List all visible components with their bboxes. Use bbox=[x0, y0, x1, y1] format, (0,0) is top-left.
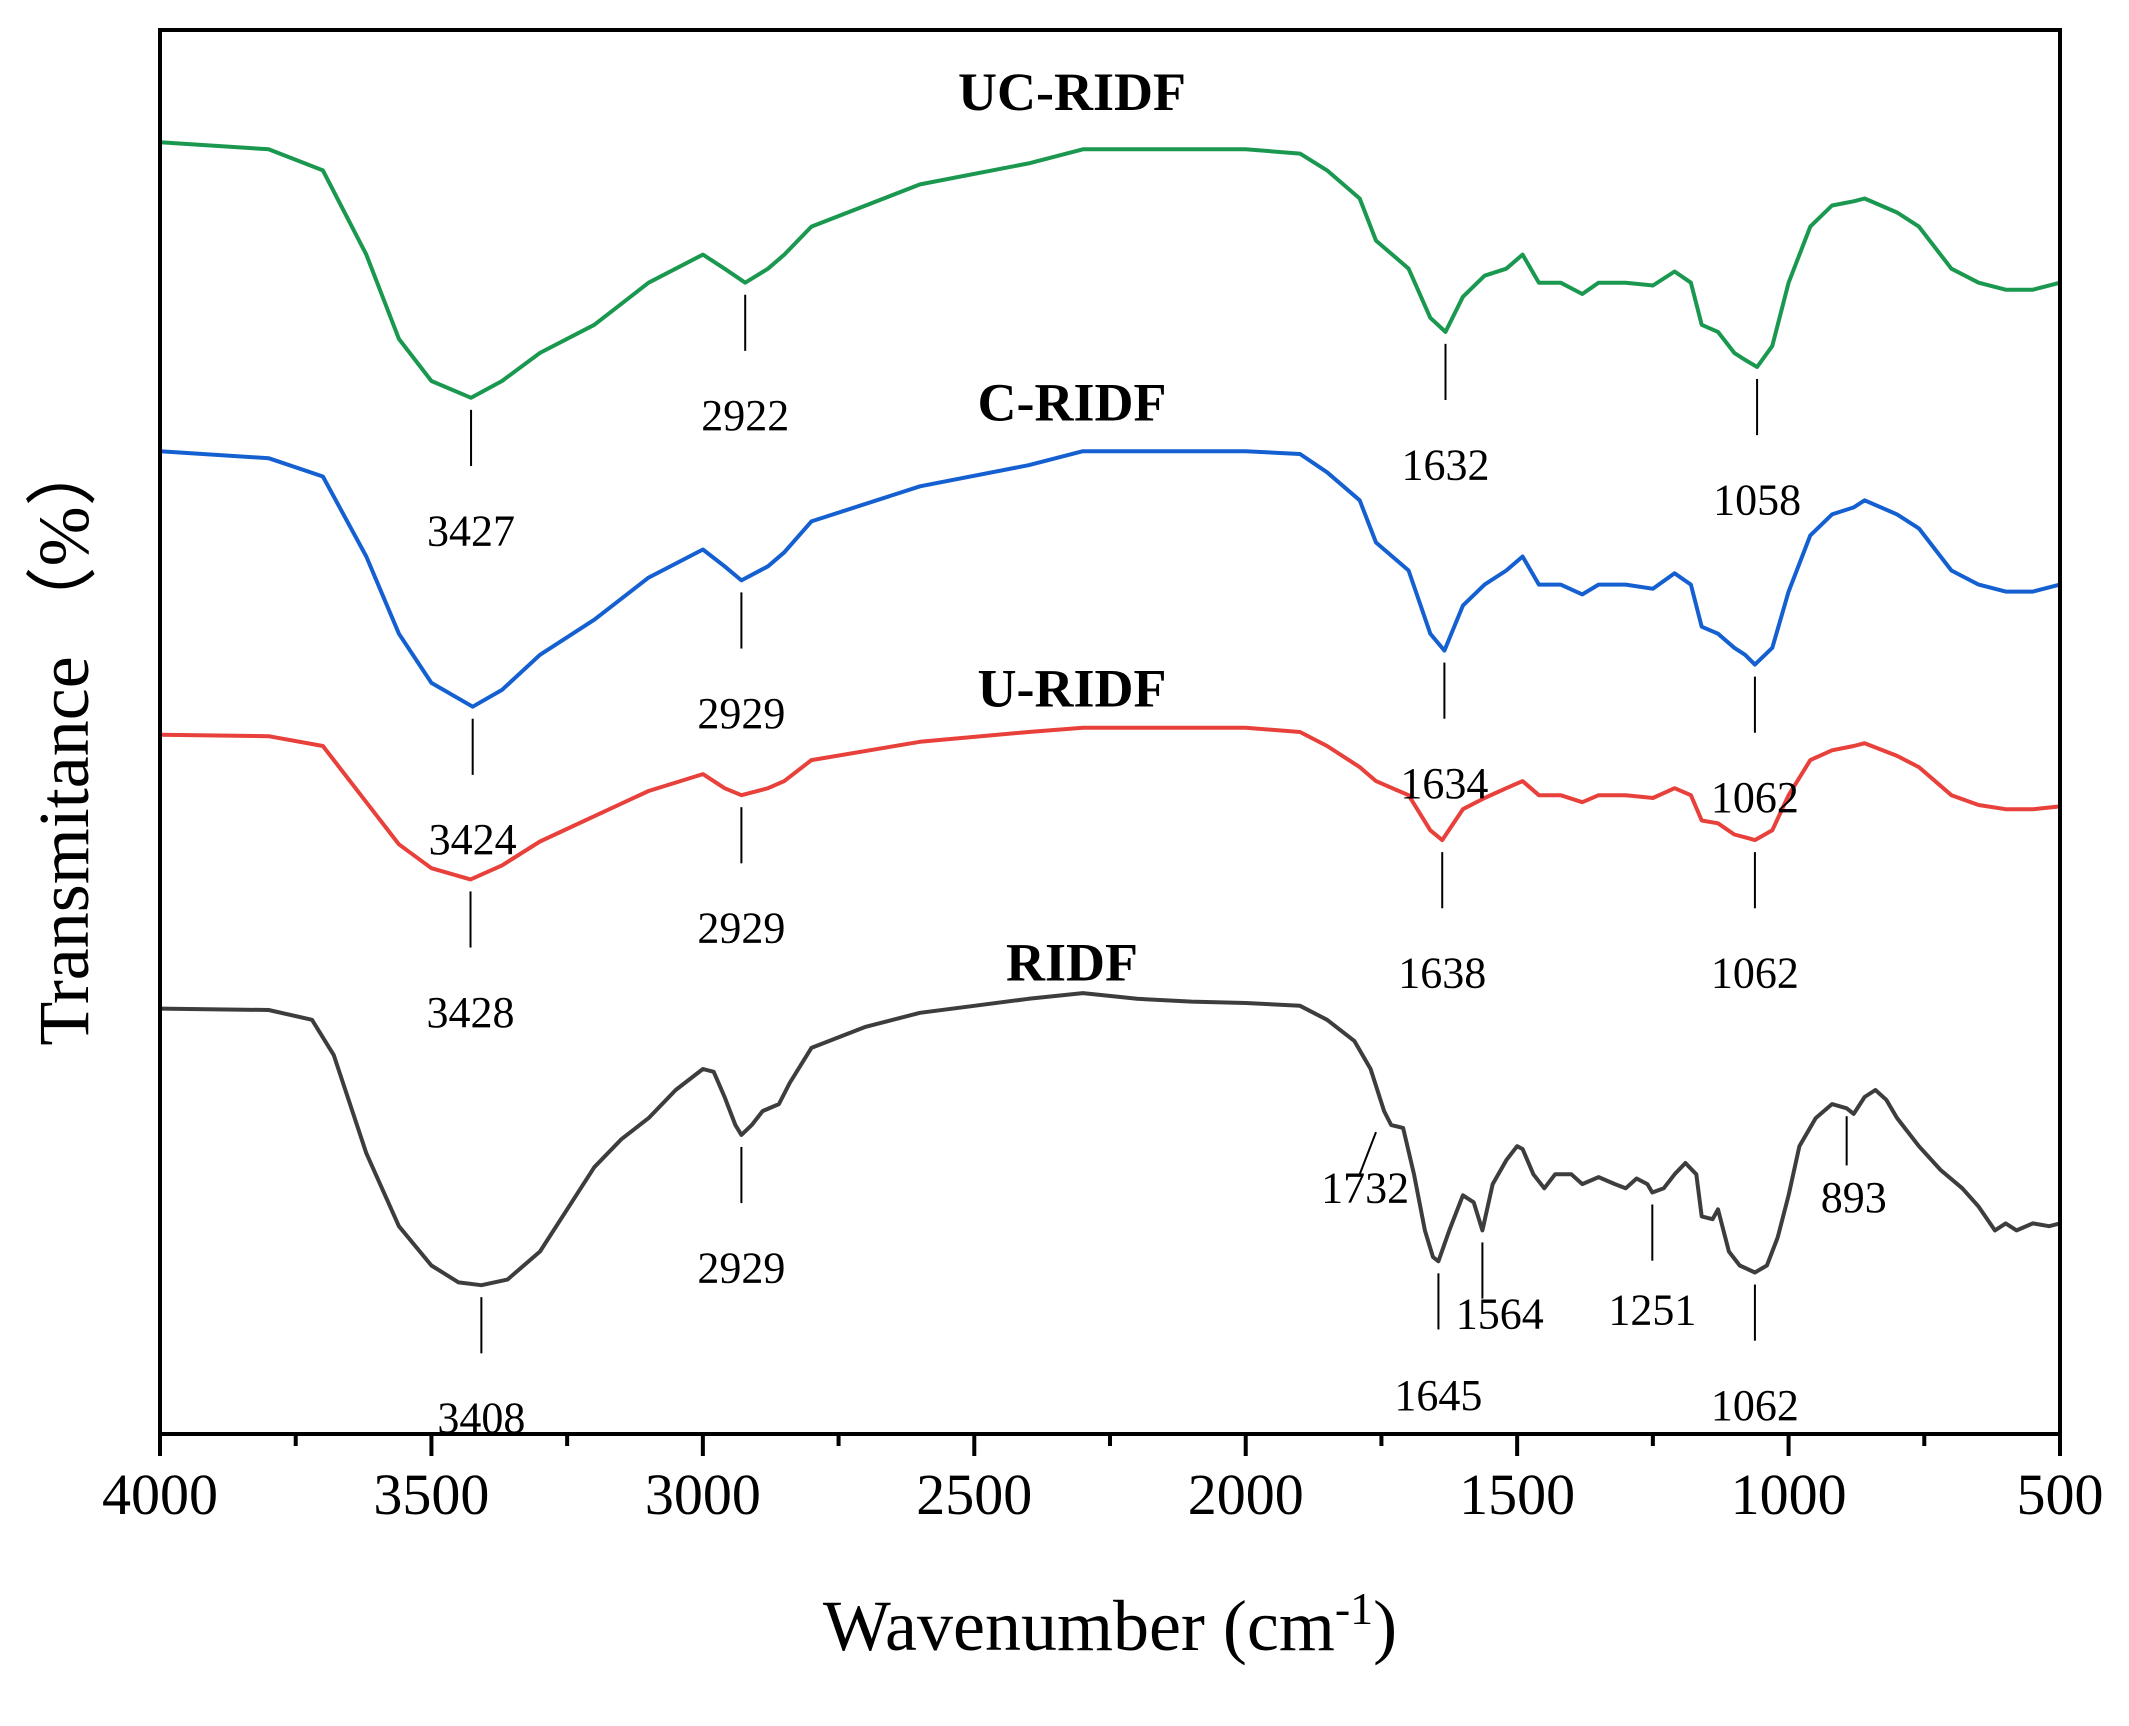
peak-label-c-ridf-3424: 3424 bbox=[429, 815, 517, 864]
y-axis-title: Transmitance （%） bbox=[24, 434, 104, 1045]
x-tick-label: 3500 bbox=[373, 1462, 489, 1527]
peak-label-u-ridf-3428: 3428 bbox=[427, 988, 515, 1037]
peak-label-c-ridf-2929: 2929 bbox=[697, 689, 785, 738]
series-labels: UC-RIDF C-RIDF U-RIDF RIDF bbox=[958, 62, 1186, 992]
peak-annotations: 3427 2922 1632 1058 3424 2929 1634 1062 3428 2929… bbox=[427, 294, 1887, 1443]
series-label-c-ridf: C-RIDF bbox=[978, 372, 1167, 432]
peak-label-ridf-1062: 1062 bbox=[1711, 1381, 1799, 1430]
series-label-ridf: RIDF bbox=[1006, 933, 1138, 993]
x-tick-label: 3000 bbox=[645, 1462, 761, 1527]
x-tick-label: 4000 bbox=[102, 1462, 218, 1527]
x-tick-label: 500 bbox=[2017, 1462, 2104, 1527]
peak-label-ridf-1732: 1732 bbox=[1321, 1163, 1409, 1212]
peak-label-c-ridf-1062: 1062 bbox=[1711, 773, 1799, 822]
x-tick-label: 2000 bbox=[1188, 1462, 1304, 1527]
peak-label-uc-ridf-1632: 1632 bbox=[1401, 440, 1489, 489]
series-label-u-ridf: U-RIDF bbox=[978, 659, 1167, 719]
peak-label-ridf-1564: 1564 bbox=[1456, 1290, 1544, 1339]
peak-label-ridf-2929: 2929 bbox=[697, 1243, 785, 1292]
x-tick-label: 1500 bbox=[1459, 1462, 1575, 1527]
series-curves bbox=[158, 140, 2062, 1288]
x-axis-title: Wavenumber (cm-1) bbox=[823, 1583, 1397, 1666]
series-line-u-ridf bbox=[158, 725, 2062, 882]
series-line-uc-ridf bbox=[158, 140, 2062, 400]
series-label-uc-ridf: UC-RIDF bbox=[958, 62, 1186, 122]
peak-label-u-ridf-1062: 1062 bbox=[1711, 949, 1799, 998]
peak-label-uc-ridf-1058: 1058 bbox=[1713, 475, 1801, 524]
peak-label-uc-ridf-2922: 2922 bbox=[701, 391, 789, 440]
peak-label-u-ridf-1638: 1638 bbox=[1398, 949, 1486, 998]
peak-label-u-ridf-2929: 2929 bbox=[697, 904, 785, 953]
x-tick-label: 1000 bbox=[1731, 1462, 1847, 1527]
series-line-ridf bbox=[158, 991, 2062, 1288]
plot-frame bbox=[158, 28, 2062, 1436]
peak-label-ridf-1251: 1251 bbox=[1608, 1285, 1696, 1334]
peak-label-ridf-893: 893 bbox=[1821, 1173, 1887, 1222]
x-axis-ticks: 4000 3500 3000 2500 2000 1500 1000 500 bbox=[102, 1434, 2104, 1527]
x-tick-label: 2500 bbox=[916, 1462, 1032, 1527]
peak-label-uc-ridf-3427: 3427 bbox=[427, 506, 515, 555]
series-line-c-ridf bbox=[158, 449, 2062, 709]
peak-label-c-ridf-1634: 1634 bbox=[1400, 759, 1488, 808]
peak-label-ridf-1645: 1645 bbox=[1394, 1371, 1482, 1420]
peak-line-ridf-1732 bbox=[1358, 1131, 1377, 1175]
